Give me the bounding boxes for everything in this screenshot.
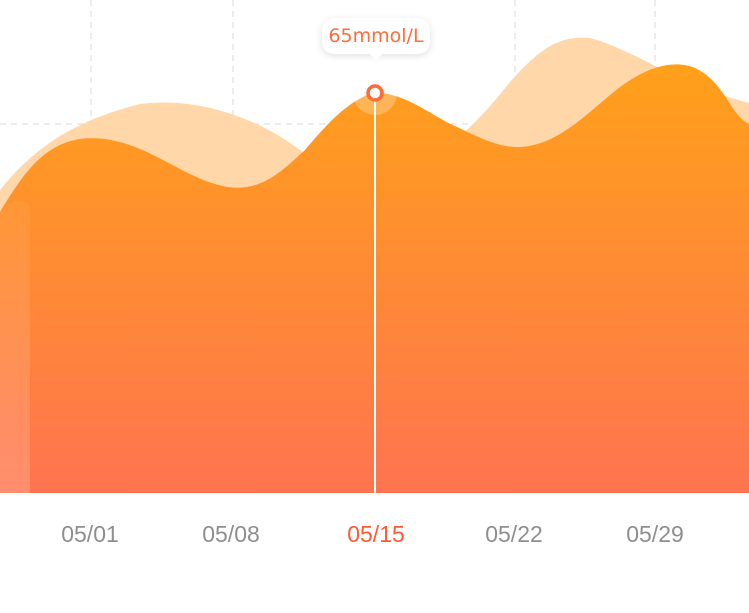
x-tick-label: 05/08 <box>202 521 260 547</box>
x-axis: 05/01 05/08 05/15 05/22 05/29 <box>61 521 684 547</box>
x-tick-label: 05/22 <box>485 521 543 547</box>
value-tooltip: 65mmol/L <box>322 18 430 61</box>
active-marker[interactable] <box>366 84 384 102</box>
x-tick-label: 05/01 <box>61 521 119 547</box>
area-edge-highlight <box>0 200 30 494</box>
x-tick-label: 05/29 <box>626 521 684 547</box>
x-tick-label-active: 05/15 <box>347 521 405 547</box>
tooltip-value: 65mmol/L <box>328 25 424 47</box>
